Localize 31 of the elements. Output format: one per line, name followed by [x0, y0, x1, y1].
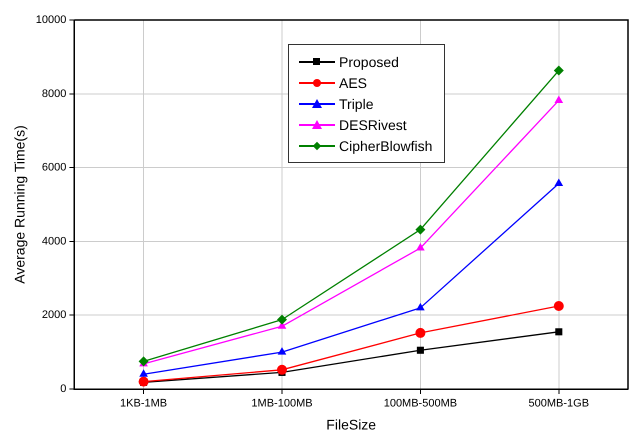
point [415, 224, 426, 235]
point [138, 356, 149, 366]
y-tick-label: 2000 [42, 309, 66, 322]
y-tick-label: 0 [60, 383, 66, 396]
legend-label: DESRivest [339, 116, 407, 132]
point [554, 300, 564, 311]
legend-label: CipherBlowfish [339, 138, 432, 154]
point [276, 364, 287, 375]
x-tick-label: 100MB-500MB [384, 398, 458, 410]
point [554, 178, 564, 186]
y-tick-label: 6000 [42, 162, 66, 174]
x-axis-title: FileSize [326, 416, 376, 432]
point [555, 328, 562, 336]
x-tick-label: 1KB-1MB [120, 398, 168, 410]
point [278, 347, 286, 355]
point [554, 95, 564, 103]
point [139, 369, 148, 377]
point [415, 328, 426, 338]
x-tick-label: 1MB-100MB [251, 398, 313, 410]
legend-label: AES [339, 74, 368, 90]
y-tick-label: 4000 [42, 235, 66, 248]
point [276, 314, 287, 325]
y-tick-label: 8000 [42, 88, 66, 100]
x-tick-label: 500MB-1GB [528, 398, 590, 410]
y-axis-title: Average Running Time(s) [11, 125, 28, 284]
y-tick-label: 10000 [36, 14, 66, 26]
legend-label: Triple [339, 96, 374, 112]
point [416, 243, 425, 251]
point [416, 346, 424, 354]
point [416, 302, 425, 310]
legend-label: Proposed [339, 54, 399, 70]
